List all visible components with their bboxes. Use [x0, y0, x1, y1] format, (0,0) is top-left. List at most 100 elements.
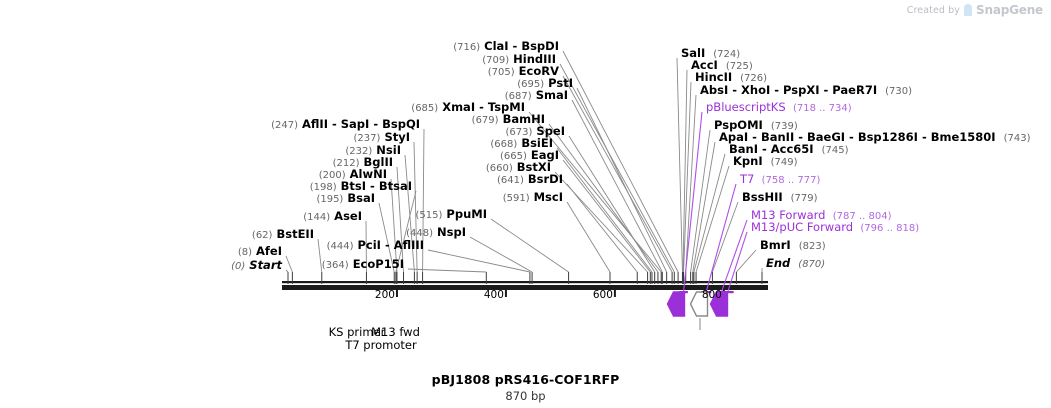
watermark-prefix: Created by	[906, 4, 961, 16]
enzyme-name: HindIII	[513, 52, 556, 66]
enzyme-position: (591)	[502, 193, 530, 204]
enzyme-label-end[interactable]: End (870)	[766, 257, 825, 271]
enzyme-position: (730)	[885, 86, 912, 97]
enzyme-name: EagI	[530, 148, 559, 162]
enzyme-label-pspomi[interactable]: PspOMI (739)	[714, 119, 798, 133]
enzyme-position: (726)	[740, 73, 768, 84]
leader-line	[469, 236, 533, 273]
enzyme-name: End	[766, 256, 791, 270]
enzyme-position: (444)	[326, 241, 354, 252]
enzyme-name: AbsI - XhoI - PspXI - PaeR7I	[700, 83, 878, 97]
enzyme-label-eagi[interactable]: (665) EagI	[0, 149, 559, 163]
enzyme-label-smai[interactable]: (687) SmaI	[0, 89, 568, 103]
leader-line	[548, 123, 659, 273]
feature-caption-ks-primer[interactable]: KS primer	[328, 325, 386, 339]
enzyme-label-ppumi[interactable]: (515) PpuMI	[0, 208, 487, 222]
feature-name: pBluescriptKS	[706, 100, 786, 114]
enzyme-label-afei[interactable]: (8) AfeI	[0, 245, 282, 259]
enzyme-label-absi[interactable]: AbsI - XhoI - PspXI - PaeR7I (730)	[700, 84, 912, 98]
enzyme-label-msci[interactable]: (591) MscI	[0, 191, 563, 205]
enzyme-label-clai[interactable]: (716) ClaI - BspDI	[0, 40, 559, 54]
enzyme-position: (641)	[496, 175, 524, 186]
enzyme-name: AfeI	[256, 244, 282, 258]
enzyme-position: (247)	[271, 120, 298, 131]
ruler-tick-label: 200	[374, 289, 395, 301]
enzyme-label-start[interactable]: (0) Start	[0, 259, 282, 273]
leader-line	[690, 129, 711, 273]
feature-label-t7[interactable]: T7 (758 .. 777)	[740, 173, 820, 187]
watermark-brand: SnapGene	[976, 3, 1043, 17]
feature-name: M13 Forward	[751, 208, 826, 222]
feature-leader-line	[727, 231, 748, 293]
enzyme-label-bsrdi[interactable]: (641) BsrDI	[0, 173, 563, 187]
enzyme-label-bamhi[interactable]: (679) BamHI	[0, 113, 545, 127]
leader-line	[562, 50, 679, 273]
leader-line	[693, 153, 726, 273]
enzyme-label-bsiei[interactable]: (668) BsiEI	[0, 137, 553, 151]
leader-line	[556, 147, 653, 273]
enzyme-position: (448)	[406, 228, 433, 239]
enzyme-name: EcoP15I	[352, 257, 404, 271]
enzyme-label-spei[interactable]: (673) SpeI	[0, 125, 566, 139]
enzyme-label-aflii[interactable]: (247) AflII - SapI - BspQI	[0, 118, 420, 132]
feature-label-m13-puc-fwd[interactable]: M13/pUC Forward (796 .. 818)	[751, 221, 919, 235]
enzyme-position: (364)	[321, 260, 349, 271]
enzyme-label-ecop15i[interactable]: (364) EcoP15I	[0, 258, 404, 272]
enzyme-label-nsii[interactable]: (232) NsiI	[0, 144, 401, 158]
enzyme-label-acci[interactable]: AccI (725)	[691, 59, 753, 73]
enzyme-position: (749)	[770, 157, 798, 168]
enzyme-name: NsiI	[376, 143, 401, 157]
feature-label-m13-forward[interactable]: M13 Forward (787 .. 804)	[751, 209, 891, 223]
enzyme-name: NspI	[437, 225, 466, 239]
enzyme-label-pcii[interactable]: (444) PciI - AflIII	[0, 239, 424, 253]
enzyme-name: AflII - SapI - BspQI	[302, 117, 420, 131]
enzyme-label-kpni[interactable]: KpnI (749)	[733, 155, 798, 169]
enzyme-label-xmai[interactable]: (685) XmaI - TspMI	[0, 101, 525, 115]
enzyme-label-bmri[interactable]: BmrI (823)	[760, 239, 826, 253]
page-title: pBJ1808 pRS416-COF1RFP	[431, 372, 620, 387]
enzyme-label-sali[interactable]: SalI (724)	[681, 47, 740, 61]
leader-line	[562, 75, 673, 273]
enzyme-position: (212)	[332, 158, 360, 169]
enzyme-label-btsi[interactable]: (198) BtsI - BtsaI	[0, 180, 412, 194]
enzyme-name: HincII	[695, 70, 733, 84]
enzyme-label-nspi[interactable]: (448) NspI	[0, 226, 466, 240]
leader-line	[562, 159, 651, 273]
feature-caption-t7-promoter[interactable]: T7 promoter	[345, 338, 417, 352]
enzyme-label-psti[interactable]: (695) PstI	[0, 77, 573, 91]
enzyme-name: SalI	[681, 46, 706, 60]
enzyme-label-asei[interactable]: (144) AseI	[0, 210, 362, 224]
leader-line	[711, 201, 739, 273]
enzyme-label-bsshii[interactable]: BssHII (779)	[742, 191, 818, 205]
leader-line	[568, 135, 656, 273]
enzyme-label-styi[interactable]: (237) StyI	[0, 131, 410, 145]
leader-line	[427, 249, 530, 273]
enzyme-label-bsteii[interactable]: (62) BstEII	[0, 228, 314, 242]
enzyme-position: (724)	[713, 49, 741, 60]
enzyme-label-apai[interactable]: ApaI - BanII - BaeGI - Bsp1286I - Bme158…	[719, 131, 1030, 145]
enzyme-label-alwni[interactable]: (200) AlwNI	[0, 168, 387, 182]
enzyme-name: BtsI - BtsaI	[340, 179, 412, 193]
enzyme-name: BglII	[363, 155, 394, 169]
enzyme-label-bglii[interactable]: (212) BglII	[0, 156, 393, 170]
enzyme-position: (716)	[453, 42, 481, 53]
enzyme-position: (62)	[251, 230, 273, 241]
enzyme-label-ecorv[interactable]: (705) EcoRV	[0, 65, 559, 79]
enzyme-label-bani[interactable]: BanI - Acc65I (745)	[729, 143, 849, 157]
enzyme-label-bsai[interactable]: (195) BsaI	[0, 192, 375, 206]
feature-range: (787 .. 804)	[832, 211, 892, 222]
enzyme-position: (515)	[415, 210, 443, 221]
enzyme-position: (687)	[504, 91, 532, 102]
sequence-baseline	[282, 281, 768, 284]
feature-caption-m13-fwd[interactable]: M13 fwd	[371, 325, 420, 339]
enzyme-name: BmrI	[760, 238, 791, 252]
enzyme-position: (195)	[316, 194, 344, 205]
enzyme-label-hindiii[interactable]: (709) HindIII	[0, 53, 556, 67]
feature-range-bar	[679, 291, 688, 294]
enzyme-name: AlwNI	[349, 167, 387, 181]
enzyme-position: (660)	[485, 163, 513, 174]
enzyme-label-bstxi[interactable]: (660) BstXI	[0, 161, 551, 175]
feature-label-pbluescriptks[interactable]: pBluescriptKS (718 .. 734)	[706, 101, 852, 115]
enzyme-label-hincii[interactable]: HincII (726)	[695, 71, 767, 85]
enzyme-position: (745)	[821, 145, 849, 156]
